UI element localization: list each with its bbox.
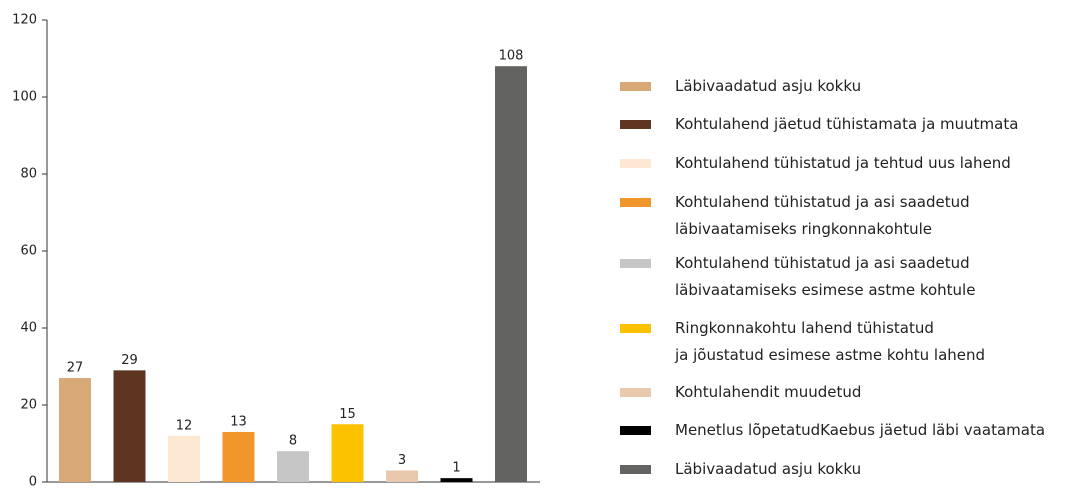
y-tick-label: 20 xyxy=(20,398,37,413)
legend-swatch xyxy=(620,388,651,397)
value-label: 29 xyxy=(121,353,138,368)
bar xyxy=(495,66,527,482)
bar xyxy=(386,470,418,482)
legend-item: Kohtulahend tühistatud ja asi saadetud l… xyxy=(620,250,975,304)
legend-label: Menetlus lõpetatudKaebus jäetud läbi vaa… xyxy=(675,421,1046,439)
value-label: 13 xyxy=(230,414,247,429)
bar xyxy=(277,451,309,482)
legend-item: Läbivaadatud asju kokku xyxy=(620,456,861,483)
y-tick-label: 80 xyxy=(20,167,37,182)
legend-swatch xyxy=(620,159,651,168)
bar xyxy=(331,424,364,482)
value-label: 8 xyxy=(289,434,297,449)
legend-item: Kohtulahend jäetud tühistamata ja muutma… xyxy=(620,111,1018,138)
legend-swatch xyxy=(620,198,651,207)
legend-label: Kohtulahend tühistatud ja asi saadetud l… xyxy=(675,193,970,238)
legend-label: Kohtulahend jäetud tühistamata ja muutma… xyxy=(675,115,1019,133)
legend-label: Kohtulahendit muudetud xyxy=(675,383,862,401)
y-tick-label: 60 xyxy=(20,244,37,259)
y-tick-label: 0 xyxy=(29,475,37,489)
y-tick-label: 100 xyxy=(12,90,37,105)
legend-swatch xyxy=(620,324,651,333)
bar xyxy=(440,478,473,482)
value-label: 27 xyxy=(67,361,84,376)
value-label: 108 xyxy=(499,49,524,64)
bar xyxy=(168,435,200,482)
bar xyxy=(59,378,91,482)
value-label: 1 xyxy=(452,461,460,476)
legend-swatch xyxy=(620,259,651,268)
value-label: 3 xyxy=(398,453,406,468)
chart: 0 20 40 60 80 100 120 27 29 12 13 8 15 3 1 108 xyxy=(12,13,540,489)
legend-label: Kohtulahend tühistatud ja asi saadetud l… xyxy=(675,254,976,299)
legend-swatch xyxy=(620,82,651,91)
legend-item: Kohtulahendit muudetud xyxy=(620,379,861,406)
legend-item: Kohtulahend tühistatud ja asi saadetud l… xyxy=(620,189,970,243)
legend-label: Läbivaadatud asju kokku xyxy=(675,77,862,95)
legend-label: Ringkonnakohtu lahend tühistatud ja jõus… xyxy=(675,319,986,364)
legend-swatch xyxy=(620,426,651,435)
legend-item: Ringkonnakohtu lahend tühistatud ja jõus… xyxy=(620,315,985,369)
legend-item: Menetlus lõpetatudKaebus jäetud läbi vaa… xyxy=(620,417,1045,444)
legend-item: Kohtulahend tühistatud ja tehtud uus lah… xyxy=(620,150,1011,177)
value-label: 15 xyxy=(339,407,356,422)
legend-label: Läbivaadatud asju kokku xyxy=(675,460,862,478)
legend-item: Läbivaadatud asju kokku xyxy=(620,73,861,100)
y-tick-label: 120 xyxy=(12,13,37,28)
legend-label: Kohtulahend tühistatud ja tehtud uus lah… xyxy=(675,154,1011,172)
legend-swatch xyxy=(620,465,651,474)
bar xyxy=(222,431,255,482)
bar xyxy=(113,370,146,482)
legend-swatch xyxy=(620,120,651,129)
value-label: 12 xyxy=(176,418,193,433)
y-tick-label: 40 xyxy=(20,321,37,336)
